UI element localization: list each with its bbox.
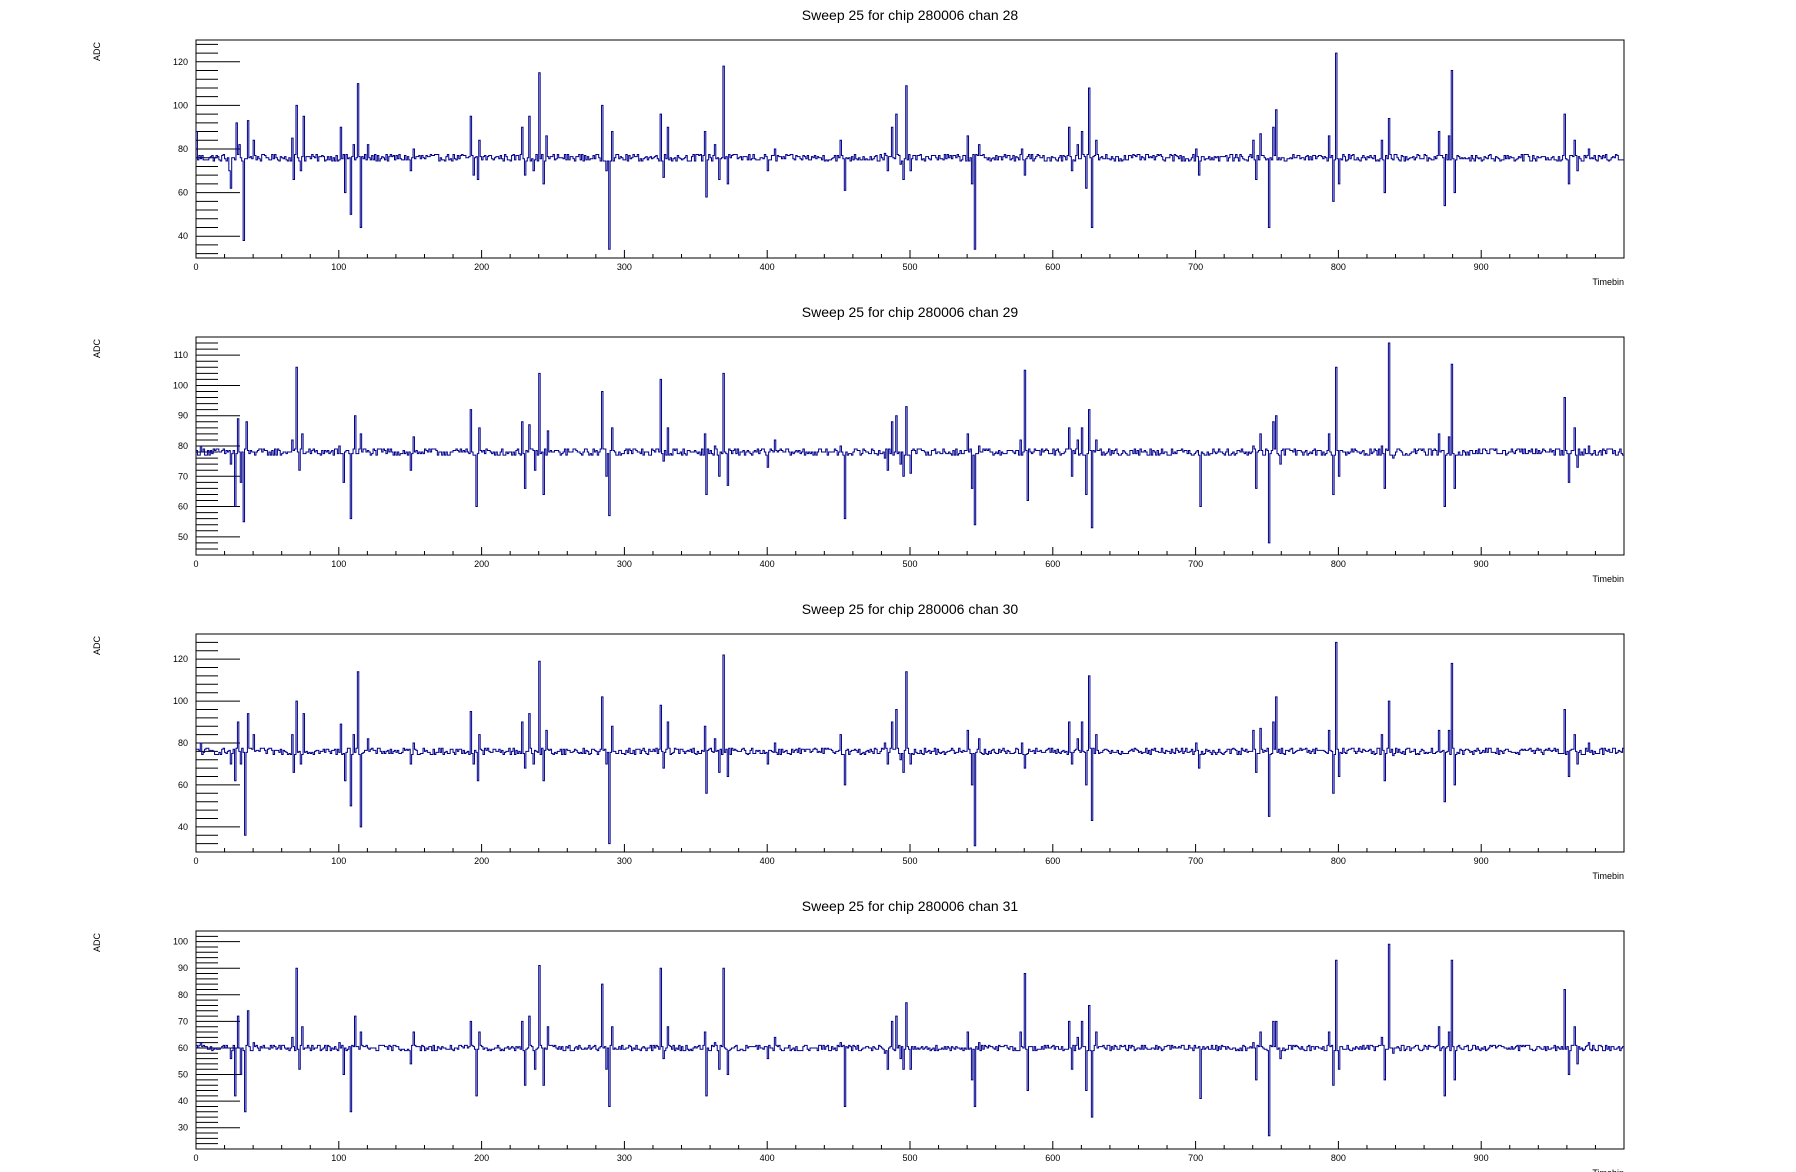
chart-title: Sweep 25 for chip 280006 chan 31 xyxy=(802,898,1019,914)
x-tick-label: 800 xyxy=(1331,262,1346,272)
x-tick-label: 0 xyxy=(193,559,198,569)
x-tick-label: 100 xyxy=(331,559,346,569)
y-tick-label: 40 xyxy=(178,231,188,241)
y-tick-label: 90 xyxy=(178,411,188,421)
y-tick-label: 100 xyxy=(173,380,188,390)
x-tick-label: 400 xyxy=(760,856,775,866)
y-tick-label: 50 xyxy=(178,532,188,542)
y-axis-label: ADC xyxy=(92,339,102,359)
chart-panel-2: Sweep 25 for chip 280006 chan 30 ADC Timeb… xyxy=(92,601,1625,881)
y-tick-label: 100 xyxy=(173,937,188,947)
x-tick-label: 100 xyxy=(331,262,346,272)
y-tick-label: 90 xyxy=(178,963,188,973)
chart-panel-3: Sweep 25 for chip 280006 chan 31 ADC Timeb… xyxy=(92,898,1625,1172)
x-tick-label: 200 xyxy=(474,856,489,866)
x-tick-label: 700 xyxy=(1188,1153,1203,1163)
x-tick-label: 800 xyxy=(1331,1153,1346,1163)
y-tick-label: 80 xyxy=(178,144,188,154)
x-tick-label: 0 xyxy=(193,856,198,866)
x-tick-label: 800 xyxy=(1331,856,1346,866)
x-tick-label: 0 xyxy=(193,262,198,272)
x-tick-label: 900 xyxy=(1474,856,1489,866)
x-tick-label: 800 xyxy=(1331,559,1346,569)
x-tick-label: 200 xyxy=(474,559,489,569)
x-tick-label: 300 xyxy=(617,262,632,272)
y-tick-label: 70 xyxy=(178,471,188,481)
x-axis-label: Timebin xyxy=(1592,1168,1624,1172)
x-tick-label: 700 xyxy=(1188,559,1203,569)
y-tick-label: 60 xyxy=(178,780,188,790)
y-tick-label: 80 xyxy=(178,990,188,1000)
x-tick-label: 100 xyxy=(331,856,346,866)
x-tick-label: 100 xyxy=(331,1153,346,1163)
x-tick-label: 500 xyxy=(902,262,917,272)
y-tick-label: 70 xyxy=(178,1016,188,1026)
chart-panel-0: Sweep 25 for chip 280006 chan 28 ADC Timeb… xyxy=(92,7,1625,287)
y-tick-label: 60 xyxy=(178,1043,188,1053)
x-tick-label: 400 xyxy=(760,1153,775,1163)
x-tick-label: 900 xyxy=(1474,559,1489,569)
chart-title: Sweep 25 for chip 280006 chan 30 xyxy=(802,601,1019,617)
y-tick-label: 110 xyxy=(174,350,188,360)
x-axis-label: Timebin xyxy=(1592,871,1624,881)
y-tick-label: 120 xyxy=(173,654,188,664)
chart-panel-1: Sweep 25 for chip 280006 chan 29 ADC Timeb… xyxy=(92,304,1625,584)
x-tick-label: 600 xyxy=(1045,1153,1060,1163)
y-tick-label: 40 xyxy=(178,1096,188,1106)
x-tick-label: 200 xyxy=(474,1153,489,1163)
y-tick-label: 40 xyxy=(178,822,188,832)
y-axis-label: ADC xyxy=(92,636,102,656)
x-tick-label: 900 xyxy=(1474,262,1489,272)
x-tick-label: 0 xyxy=(193,1153,198,1163)
x-tick-label: 200 xyxy=(474,262,489,272)
x-tick-label: 500 xyxy=(902,559,917,569)
series-line xyxy=(196,342,1624,544)
x-tick-label: 700 xyxy=(1188,856,1203,866)
y-tick-label: 80 xyxy=(178,441,188,451)
y-tick-label: 100 xyxy=(173,100,188,110)
x-tick-label: 700 xyxy=(1188,262,1203,272)
y-tick-label: 80 xyxy=(178,738,188,748)
x-tick-label: 300 xyxy=(617,1153,632,1163)
series-line xyxy=(196,52,1624,250)
y-tick-label: 120 xyxy=(173,57,188,67)
y-tick-label: 60 xyxy=(178,188,188,198)
y-axis-label: ADC xyxy=(92,42,102,62)
x-tick-label: 300 xyxy=(617,856,632,866)
chart-title: Sweep 25 for chip 280006 chan 28 xyxy=(802,7,1019,23)
x-tick-label: 500 xyxy=(902,1153,917,1163)
x-tick-label: 600 xyxy=(1045,262,1060,272)
y-tick-label: 60 xyxy=(178,502,188,512)
series-line xyxy=(196,641,1624,847)
x-tick-label: 300 xyxy=(617,559,632,569)
x-axis-label: Timebin xyxy=(1592,277,1624,287)
y-axis-label: ADC xyxy=(92,933,102,953)
x-axis-label: Timebin xyxy=(1592,574,1624,584)
x-tick-label: 900 xyxy=(1474,1153,1489,1163)
x-tick-label: 600 xyxy=(1045,559,1060,569)
x-tick-label: 400 xyxy=(760,559,775,569)
chart-title: Sweep 25 for chip 280006 chan 29 xyxy=(802,304,1019,320)
x-tick-label: 400 xyxy=(760,262,775,272)
y-tick-label: 50 xyxy=(178,1070,188,1080)
x-tick-label: 600 xyxy=(1045,856,1060,866)
series-line xyxy=(196,943,1624,1137)
x-tick-label: 500 xyxy=(902,856,917,866)
y-tick-label: 100 xyxy=(173,696,188,706)
y-tick-label: 30 xyxy=(178,1123,188,1133)
